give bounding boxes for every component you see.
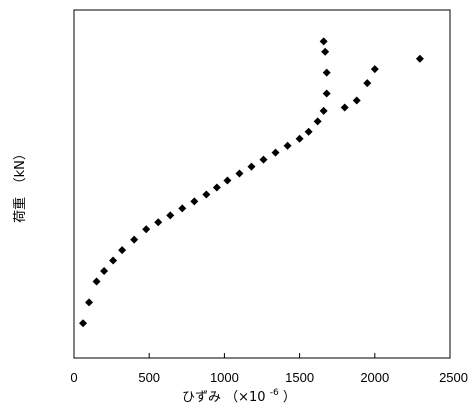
data-point — [313, 117, 322, 126]
data-point — [100, 267, 109, 275]
x-tick-label: 500 — [138, 370, 160, 385]
data-point — [79, 319, 88, 328]
data-point — [235, 169, 244, 178]
data-point — [321, 47, 330, 56]
data-point — [352, 96, 361, 105]
data-point — [271, 148, 280, 157]
data-point — [109, 256, 118, 265]
x-tick-label: 1000 — [210, 370, 239, 385]
data-point — [319, 37, 328, 46]
data-point — [363, 79, 372, 88]
series-layer — [79, 37, 424, 328]
data-point — [322, 89, 331, 98]
x-axis-title-exponent: -6 — [270, 388, 279, 398]
data-point — [85, 298, 94, 307]
data-point — [319, 106, 328, 115]
data-point — [178, 204, 187, 213]
data-point — [322, 68, 331, 77]
data-point — [92, 277, 101, 286]
x-axis-title-close: ） — [283, 390, 296, 405]
data-point — [130, 235, 139, 244]
x-axis: 0 500 1000 1500 2000 2500 — [70, 353, 468, 385]
data-point — [370, 65, 379, 74]
x-axis-title-main: ひずみ （×10 — [182, 390, 266, 405]
y-axis-title: 荷重 （kN） — [12, 147, 28, 223]
data-point — [118, 246, 127, 255]
data-point — [154, 218, 163, 227]
x-tick-label: 2500 — [439, 370, 468, 385]
data-point — [142, 225, 151, 234]
data-point — [247, 162, 256, 171]
data-point — [212, 183, 221, 192]
data-point — [190, 197, 199, 206]
data-point — [415, 54, 424, 63]
x-axis-title: ひずみ （×10 -6 ） — [182, 384, 296, 405]
data-point — [340, 103, 349, 112]
x-tick-label: 2000 — [360, 370, 389, 385]
data-point — [166, 211, 175, 220]
data-point — [202, 190, 211, 199]
x-tick-label: 0 — [70, 370, 77, 385]
data-point — [304, 127, 313, 136]
data-point — [283, 141, 292, 150]
x-tick-label: 1500 — [285, 370, 314, 385]
data-point — [295, 134, 304, 143]
data-point — [259, 155, 268, 164]
data-point — [223, 176, 232, 185]
plot-area — [73, 9, 451, 359]
